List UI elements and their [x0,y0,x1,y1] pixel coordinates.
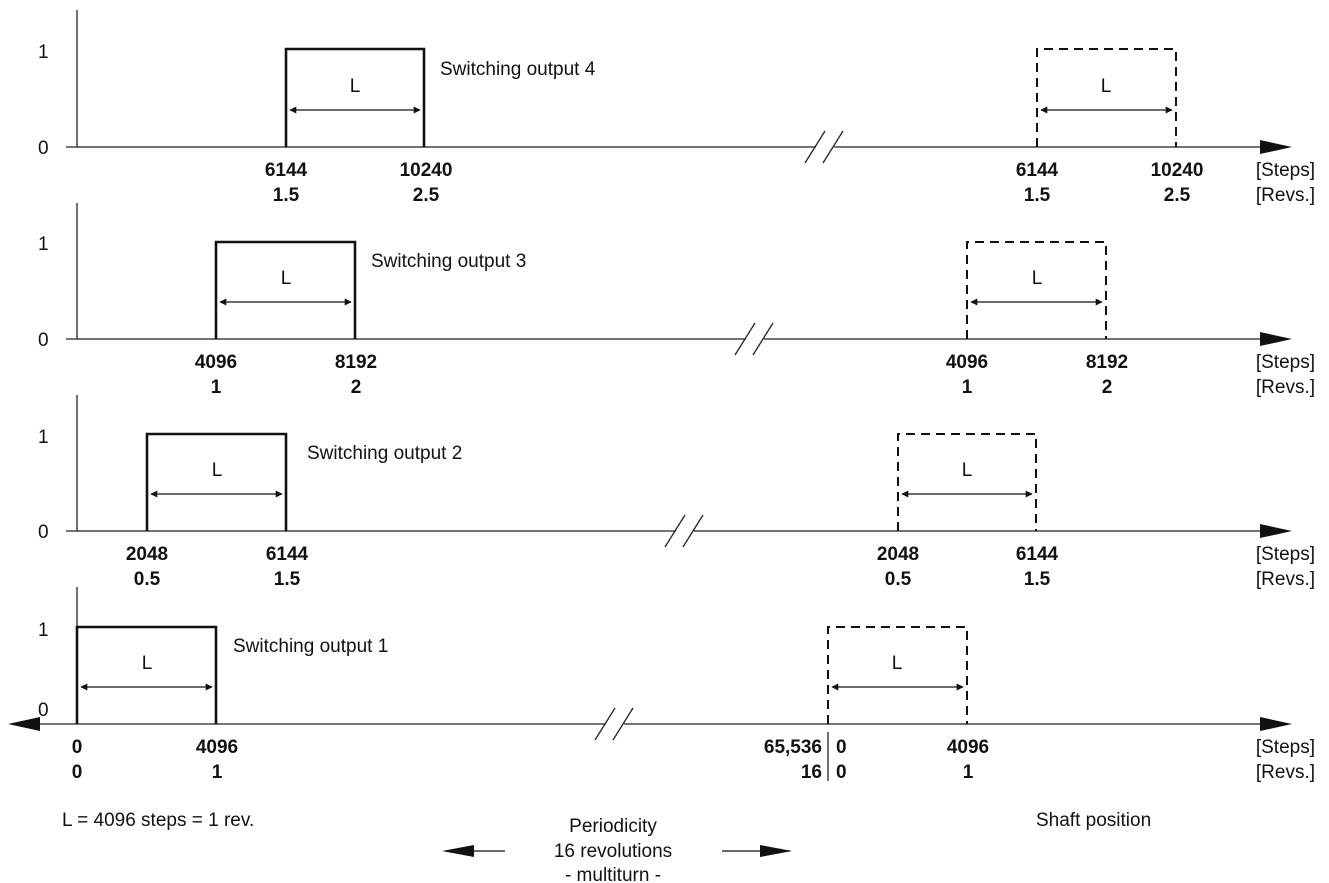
tick-period-end-revs: 16 [801,762,822,783]
pulse-width-label: L [892,653,903,674]
axis-break-mark [594,707,616,741]
tick-repeat-end-steps: 6144 [1016,544,1059,565]
tick-start-revs: 0 [72,762,83,783]
axis-break-mark [752,322,774,356]
row-switching-output-3: 1 0 L Switching output 3 L 4096 1 8192 2… [38,203,1315,398]
x-axis-left-arrow-icon-lower [8,724,40,731]
shaft-position-label: Shaft position [1036,810,1151,831]
unit-revs-label: [Revs.] [1256,185,1315,206]
periodicity-label: Periodicity [569,816,657,837]
tick-repeat-start-revs: 1.5 [1024,185,1051,206]
tick-repeat-end-revs: 2.5 [1164,185,1191,206]
pulse-width-label: L [962,460,973,481]
tick-end-revs: 2 [351,377,362,398]
x-axis-arrow-icon [1260,140,1292,154]
periodicity-multiturn: - multiturn - [565,865,661,883]
right-arrow-icon [760,845,792,857]
footer: L = 4096 steps = 1 rev. Periodicity 16 r… [62,810,1151,883]
pulse-solid [75,625,218,724]
pulse-solid [214,240,357,339]
pulse-width-label: L [1032,268,1043,289]
axis-break-mark [664,514,686,548]
unit-steps-label: [Steps] [1256,160,1315,181]
x-axis-arrow-icon [1260,332,1292,346]
pulse-solid [284,47,426,147]
tick-end-steps: 10240 [400,160,453,181]
tick-repeat-start-steps: 6144 [1016,160,1059,181]
tick-end-revs: 1 [212,762,223,783]
level-low-label: 0 [38,700,49,721]
pulse-width-label: L [142,653,153,674]
level-low-label: 0 [38,522,49,543]
unit-steps-label: [Steps] [1256,737,1315,758]
x-axis-left-arrow-icon [8,717,40,724]
tick-repeat-start-revs: 0 [836,762,847,783]
pulse-repeat-dashed [827,626,968,724]
tick-repeat-end-steps: 8192 [1086,352,1128,373]
tick-repeat-end-revs: 1 [963,762,974,783]
tick-repeat-end-revs: 2 [1102,377,1113,398]
x-axis-arrow-icon [1260,524,1292,538]
unit-steps-label: [Steps] [1256,352,1315,373]
level-high-label: 1 [38,42,49,63]
left-arrow-icon [442,845,474,857]
tick-repeat-start-steps: 2048 [877,544,919,565]
tick-end-steps: 4096 [196,737,238,758]
tick-start-steps: 2048 [126,544,168,565]
pulse-width-legend: L = 4096 steps = 1 rev. [62,810,254,831]
level-high-label: 1 [38,427,49,448]
switching-output-title: Switching output 3 [371,251,526,272]
tick-repeat-end-steps: 4096 [947,737,989,758]
unit-steps-label: [Steps] [1256,544,1315,565]
row-switching-output-2: 1 0 L Switching output 2 L 2048 0.5 6144… [38,395,1315,590]
unit-revs-label: [Revs.] [1256,569,1315,590]
tick-period-end-steps: 65,536 [764,737,822,758]
pulse-repeat-dashed [897,433,1037,531]
axis-break-mark [804,130,826,164]
tick-start-steps: 6144 [265,160,308,181]
axis-break-mark [612,707,634,741]
tick-repeat-start-steps: 4096 [946,352,988,373]
level-low-label: 0 [38,138,49,159]
pulse-repeat-dashed [1036,48,1177,147]
tick-repeat-start-revs: 0.5 [885,569,912,590]
tick-repeat-start-revs: 1 [962,377,973,398]
row-switching-output-4: 1 0 L Switching output 4 L 6144 1.5 1024… [38,10,1315,206]
row-switching-output-1: 1 0 L Switching output 1 L 0 0 4096 1 65… [8,587,1315,783]
switching-output-title: Switching output 1 [233,636,388,657]
level-low-label: 0 [38,330,49,351]
tick-start-steps: 4096 [195,352,237,373]
level-high-label: 1 [38,234,49,255]
tick-end-steps: 8192 [335,352,377,373]
tick-repeat-start-steps: 0 [836,737,847,758]
pulse-width-label: L [350,76,361,97]
pulse-width-label: L [281,268,292,289]
tick-start-steps: 0 [72,737,83,758]
tick-repeat-end-steps: 10240 [1151,160,1204,181]
tick-repeat-end-revs: 1.5 [1024,569,1051,590]
unit-revs-label: [Revs.] [1256,377,1315,398]
pulse-width-label: L [1101,76,1112,97]
periodicity-revolutions: 16 revolutions [554,841,672,862]
pulse-width-label: L [212,460,223,481]
level-high-label: 1 [38,620,49,641]
axis-break-mark [734,322,756,356]
unit-revs-label: [Revs.] [1256,762,1315,783]
pulse-solid [145,432,288,531]
pulse-repeat-dashed [966,241,1107,339]
axis-break-mark [822,130,844,164]
tick-end-revs: 2.5 [413,185,440,206]
tick-end-steps: 6144 [266,544,309,565]
tick-end-revs: 1.5 [274,569,301,590]
switching-output-title: Switching output 4 [440,59,596,80]
tick-start-revs: 1.5 [273,185,300,206]
tick-start-revs: 1 [211,377,222,398]
x-axis-arrow-icon [1260,717,1292,731]
tick-start-revs: 0.5 [134,569,161,590]
switching-output-title: Switching output 2 [307,443,462,464]
axis-break-mark [682,514,704,548]
